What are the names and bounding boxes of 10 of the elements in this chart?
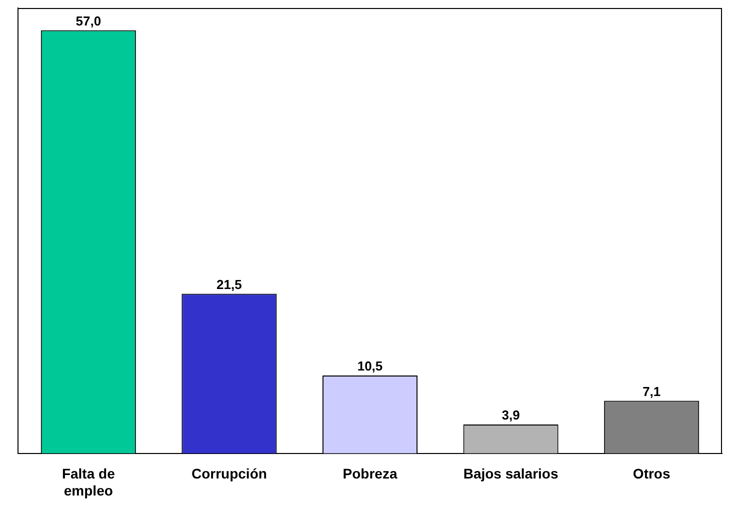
data-label: 7,1 <box>642 384 661 399</box>
data-label: 57,0 <box>76 13 102 28</box>
x-tick-label: Otros <box>632 466 670 482</box>
x-tick-label: Pobreza <box>342 466 398 482</box>
data-label: 3,9 <box>502 408 520 423</box>
x-tick-label: Falta de empleo <box>62 466 116 498</box>
x-tick-label: Bajos salarios <box>463 466 558 482</box>
data-label: 21,5 <box>216 276 242 292</box>
x-tick-label: Corrupción <box>191 466 267 482</box>
data-label: 10,5 <box>357 358 383 374</box>
